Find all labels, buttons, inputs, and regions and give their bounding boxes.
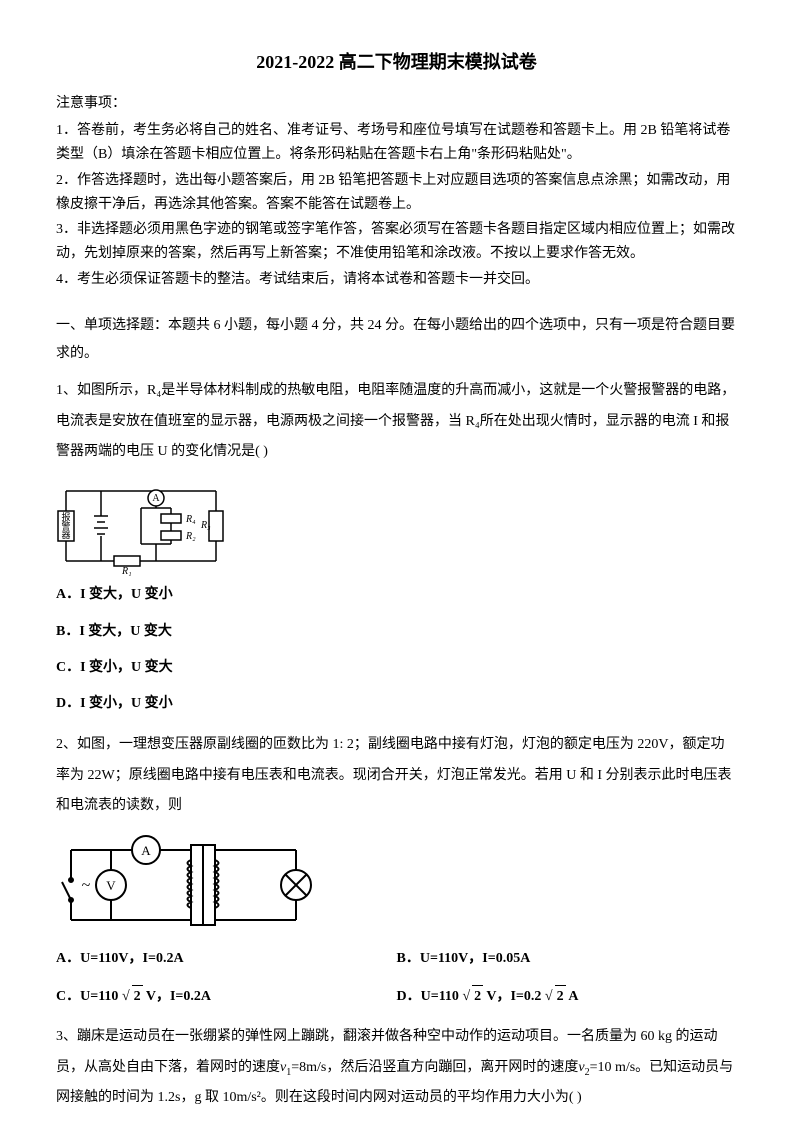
question-1-text: 1、如图所示，R₄是半导体材料制成的热敏电阻，电阻率随温度的升高而减小，这就是一… (56, 376, 737, 468)
question-3-text: 3、蹦床是运动员在一张绷紧的弹性网上蹦跳，翻滚并做各种空中动作的运动项目。一名质… (56, 1022, 737, 1114)
q2d-mid: V，I=0.2 (483, 989, 545, 1004)
q1-option-b: B．I 变大，U 变大 (56, 621, 737, 643)
notice-header: 注意事项： (56, 93, 737, 115)
q2-option-c: C．U=110 √2 V，I=0.2A (56, 985, 397, 1008)
instruction-3: 3．非选择题必须用黑色字迹的钢笔或签字笔作答，答案必须写在答题卡各题目指定区域内… (56, 218, 737, 266)
q1-option-d: D．I 变小，U 变小 (56, 693, 737, 715)
q2d-pre: D．U=110 (397, 989, 463, 1004)
q2d-sqrt1: 2 (472, 985, 483, 1008)
r2-label: R₂ (185, 531, 196, 542)
q3-part2: =8m/s，然后沿竖直方向蹦回，离开网时的速度 (291, 1060, 578, 1075)
ammeter-label: A (152, 493, 160, 504)
voltmeter-label: V (106, 878, 116, 893)
question-2-figure: A V ~ (56, 830, 737, 940)
svg-text:~: ~ (82, 877, 91, 894)
instruction-4: 4．考生必须保证答题卡的整洁。考试结束后，请将本试卷和答题卡一并交回。 (56, 268, 737, 292)
q2-option-b: B．U=110V，I=0.05A (397, 948, 738, 970)
question-1-figure: 报 警 器 A R₄ R₂ R₃ R₁ (56, 476, 737, 576)
section-one-header: 一、单项选择题：本题共 6 小题，每小题 4 分，共 24 分。在每小题给出的四… (56, 312, 737, 368)
q2d-post: A (566, 989, 579, 1004)
q2-option-d: D．U=110 √2 V，I=0.2 √2 A (397, 985, 738, 1008)
instruction-2: 2．作答选择题时，选出每小题答案后，用 2B 铅笔把答题卡上对应题目选项的答案信… (56, 169, 737, 217)
q2c-post: V，I=0.2A (143, 989, 211, 1004)
ammeter-label-2: A (141, 843, 151, 858)
svg-text:器: 器 (61, 530, 70, 540)
question-2-text: 2、如图，一理想变压器原副线圈的匝数比为 1: 2；副线圈电路中接有灯泡，灯泡的… (56, 730, 737, 822)
r1-label: R₁ (121, 566, 132, 576)
instruction-1: 1．答卷前，考生务必将自己的姓名、准考证号、考场号和座位号填写在试题卷和答题卡上… (56, 119, 737, 167)
q1-option-c: C．I 变小，U 变大 (56, 657, 737, 679)
page-title: 2021-2022 高二下物理期末模拟试卷 (56, 48, 737, 77)
r4-label: R₄ (185, 514, 196, 525)
q2c-sqrt: 2 (132, 985, 143, 1008)
q2d-sqrt2: 2 (555, 985, 566, 1008)
q1-option-a: A．I 变大，U 变小 (56, 584, 737, 606)
q2c-pre: C．U=110 (56, 989, 122, 1004)
r3-label: R₃ (200, 520, 211, 531)
q2-option-a: A．U=110V，I=0.2A (56, 948, 397, 970)
